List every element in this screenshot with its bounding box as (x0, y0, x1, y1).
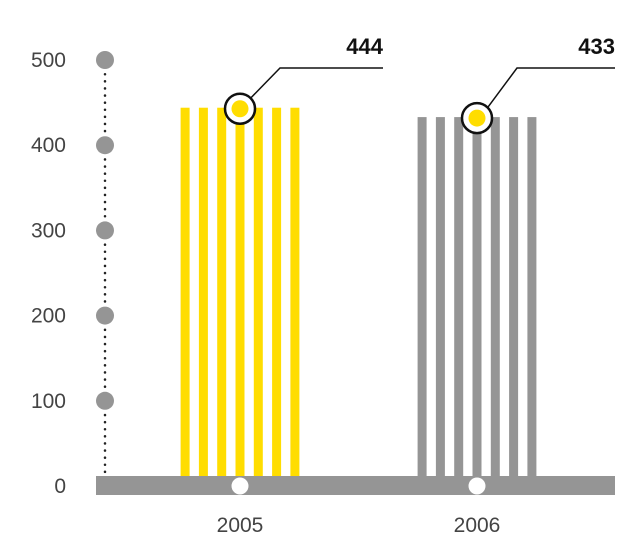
bar-stripe (180, 107, 190, 486)
bar-stripe (253, 107, 263, 486)
bars (180, 107, 537, 487)
value-marker-dot (468, 109, 486, 127)
x-category-label: 2006 (454, 514, 501, 535)
bar-stripe (490, 117, 500, 487)
data-label-leader (250, 67, 383, 99)
bar-stripe (272, 107, 282, 486)
y-axis-ticks: 0 100 200 300 400 500 (31, 49, 114, 498)
bar-stripe (198, 107, 208, 486)
bar-stripe (509, 117, 519, 487)
y-tick-dot (96, 391, 114, 410)
x-axis-baseline (96, 476, 615, 495)
bar-stripe (472, 117, 482, 487)
bar-stripe (235, 107, 245, 486)
bar-2005 (180, 107, 300, 486)
y-tick-dot (96, 221, 114, 240)
bar-2006 (417, 117, 537, 487)
bar-stripe (454, 117, 464, 487)
y-tick-label: 0 (54, 475, 66, 498)
data-label: 444 (346, 34, 383, 59)
y-tick-dot (96, 51, 114, 69)
y-tick-label: 200 (31, 305, 66, 328)
y-tick-dot (96, 306, 114, 325)
baseline-marker-dot (468, 477, 486, 495)
bar-stripe (527, 117, 537, 487)
data-label-leader (487, 67, 615, 108)
category-labels: 2005 2006 (217, 514, 501, 535)
value-marker-dot (231, 100, 249, 118)
y-tick-label: 400 (31, 134, 66, 157)
bar-stripe (435, 117, 445, 487)
x-category-label: 2005 (217, 514, 264, 535)
data-label: 433 (578, 34, 615, 59)
y-tick-label: 500 (31, 49, 66, 72)
bar-stripe (290, 107, 300, 486)
value-markers: 444 433 (223, 34, 615, 495)
bar-stripe (217, 107, 227, 486)
y-tick-label: 100 (31, 390, 66, 413)
baseline-marker-dot (231, 477, 249, 495)
y-tick-dot (96, 136, 114, 155)
y-tick-label: 300 (31, 219, 66, 242)
bar-stripe (417, 117, 427, 487)
